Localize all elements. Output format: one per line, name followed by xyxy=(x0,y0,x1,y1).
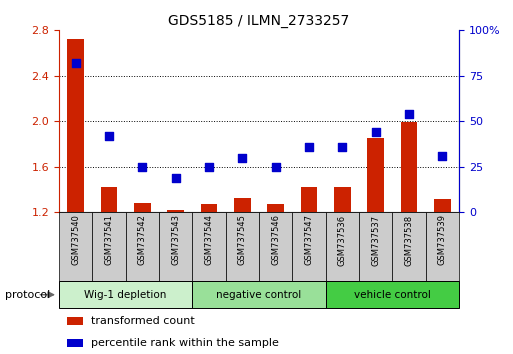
Point xyxy=(105,133,113,139)
Text: GSM737539: GSM737539 xyxy=(438,215,447,266)
Bar xyxy=(367,138,384,212)
Bar xyxy=(67,317,83,325)
Text: negative control: negative control xyxy=(216,290,302,300)
Text: Wig-1 depletion: Wig-1 depletion xyxy=(85,290,167,300)
Bar xyxy=(259,212,292,281)
Text: GSM737542: GSM737542 xyxy=(138,215,147,266)
Point xyxy=(371,129,380,135)
Bar xyxy=(326,212,359,281)
Point xyxy=(171,175,180,181)
Bar xyxy=(67,339,83,347)
Point xyxy=(71,60,80,66)
Bar xyxy=(167,210,184,212)
Text: protocol: protocol xyxy=(5,290,50,300)
Bar xyxy=(159,212,192,281)
Bar xyxy=(59,212,92,281)
Bar xyxy=(267,204,284,212)
Text: GSM737540: GSM737540 xyxy=(71,215,80,266)
Bar xyxy=(434,199,451,212)
Bar xyxy=(192,212,226,281)
Bar xyxy=(226,212,259,281)
Bar xyxy=(92,212,126,281)
Point xyxy=(238,155,246,161)
Text: GSM737538: GSM737538 xyxy=(405,215,413,266)
Point xyxy=(271,164,280,170)
Bar xyxy=(134,203,151,212)
Bar xyxy=(359,212,392,281)
Point xyxy=(438,153,446,159)
Bar xyxy=(101,187,117,212)
Bar xyxy=(301,187,318,212)
Text: percentile rank within the sample: percentile rank within the sample xyxy=(91,338,279,348)
Title: GDS5185 / ILMN_2733257: GDS5185 / ILMN_2733257 xyxy=(168,14,350,28)
Bar xyxy=(326,281,459,308)
Text: GSM737536: GSM737536 xyxy=(338,215,347,266)
Point xyxy=(338,144,346,150)
Bar xyxy=(192,281,326,308)
Bar xyxy=(401,122,418,212)
Text: GSM737541: GSM737541 xyxy=(105,215,113,266)
Text: transformed count: transformed count xyxy=(91,316,195,326)
Text: GSM737543: GSM737543 xyxy=(171,215,180,266)
Point xyxy=(305,144,313,150)
Point xyxy=(138,164,146,170)
Text: GSM737545: GSM737545 xyxy=(238,215,247,266)
Point xyxy=(205,164,213,170)
Text: GSM737544: GSM737544 xyxy=(205,215,213,266)
Bar xyxy=(392,212,426,281)
Bar xyxy=(234,198,251,212)
Text: GSM737546: GSM737546 xyxy=(271,215,280,266)
Bar xyxy=(334,187,351,212)
Bar xyxy=(126,212,159,281)
Text: vehicle control: vehicle control xyxy=(354,290,431,300)
Bar xyxy=(201,204,218,212)
Bar xyxy=(426,212,459,281)
Text: GSM737547: GSM737547 xyxy=(305,215,313,266)
Bar xyxy=(67,39,84,212)
Bar xyxy=(292,212,326,281)
Text: GSM737537: GSM737537 xyxy=(371,215,380,266)
Bar xyxy=(59,281,192,308)
Point xyxy=(405,111,413,117)
